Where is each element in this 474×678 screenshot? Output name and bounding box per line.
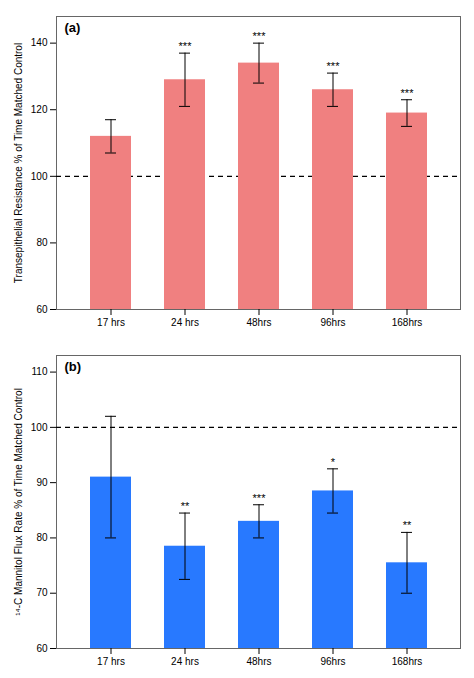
svg-text:***: *** [253,492,267,504]
svg-text:168hrs: 168hrs [392,317,423,328]
svg-text:¹⁴-C Mannitol Flux Rate % of T: ¹⁴-C Mannitol Flux Rate % of Time Matche… [13,388,24,616]
svg-text:(b): (b) [65,359,82,374]
svg-text:***: *** [179,40,193,52]
svg-text:168hrs: 168hrs [392,656,423,667]
svg-text:96hrs: 96hrs [320,317,345,328]
svg-text:96hrs: 96hrs [320,656,345,667]
svg-text:100: 100 [31,422,48,433]
svg-text:24 hrs: 24 hrs [171,656,199,667]
svg-text:48hrs: 48hrs [246,656,271,667]
svg-text:80: 80 [36,237,48,248]
svg-text:48hrs: 48hrs [246,317,271,328]
svg-text:60: 60 [36,304,48,315]
svg-text:*: * [331,456,336,468]
svg-text:110: 110 [32,366,48,377]
svg-text:17 hrs: 17 hrs [97,317,125,328]
svg-text:90: 90 [36,477,48,488]
svg-text:**: ** [181,500,190,512]
svg-text:140: 140 [31,37,48,48]
svg-text:60: 60 [36,643,48,654]
svg-text:***: *** [401,87,415,99]
svg-text:120: 120 [31,104,48,115]
svg-text:70: 70 [36,587,48,598]
svg-text:**: ** [403,519,412,531]
svg-text:***: *** [253,30,267,42]
svg-text:100: 100 [31,171,48,182]
svg-text:***: *** [327,60,341,72]
svg-text:80: 80 [36,532,48,543]
svg-text:17 hrs: 17 hrs [97,656,125,667]
svg-text:Transepithelial Resistance % o: Transepithelial Resistance % of Time Mat… [13,43,24,283]
svg-text:(a): (a) [65,20,81,35]
svg-text:24 hrs: 24 hrs [171,317,199,328]
